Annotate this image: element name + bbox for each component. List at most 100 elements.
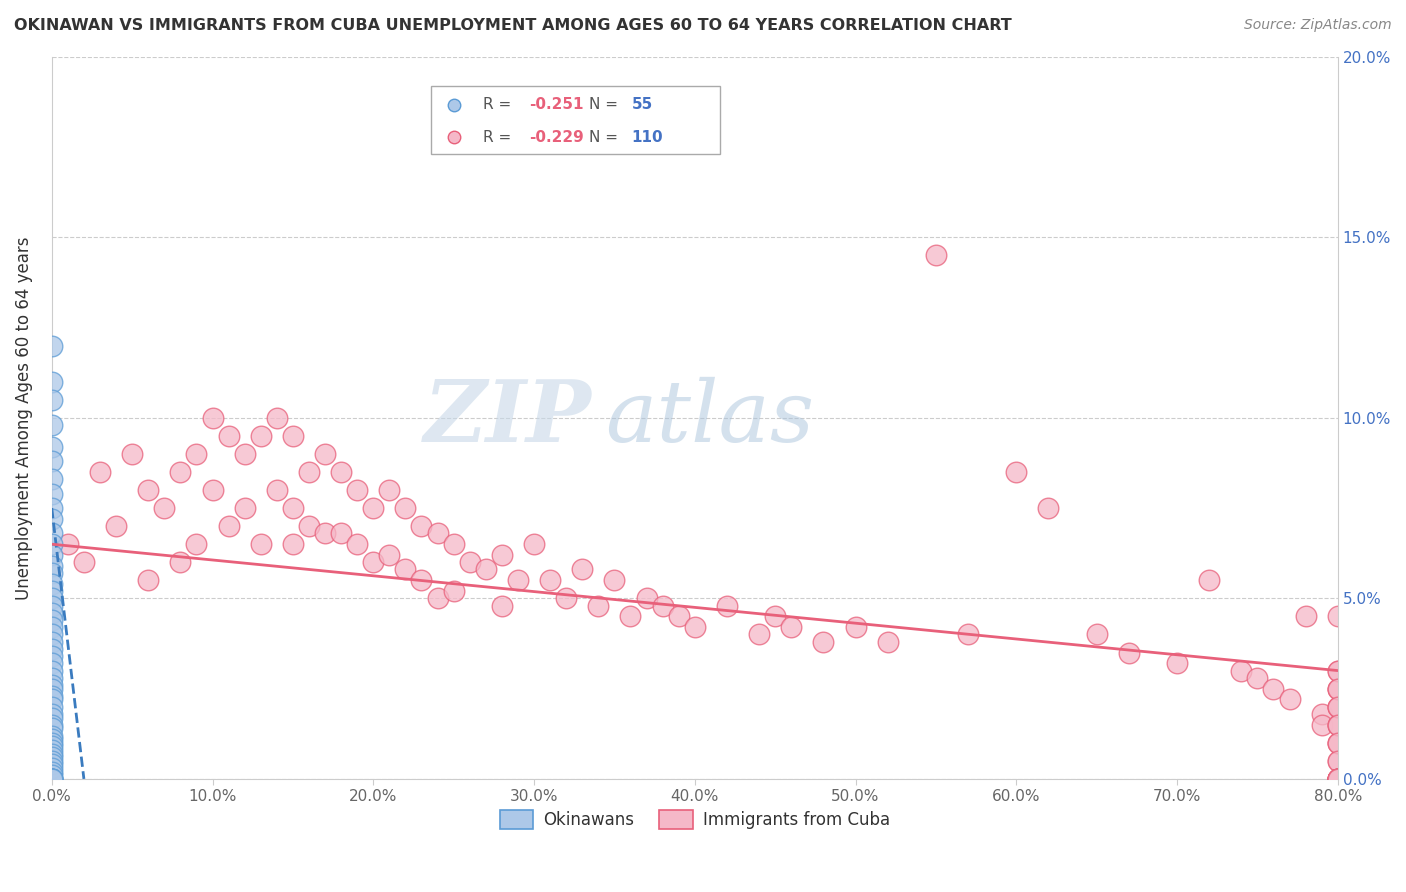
- Point: [41, 537, 63, 551]
- Point: [41, 729, 63, 743]
- Point: [249, 537, 271, 551]
- Point: [314, 447, 336, 461]
- Point: [41, 338, 63, 352]
- Point: [41, 620, 63, 634]
- Point: [41, 710, 63, 724]
- Point: [249, 429, 271, 443]
- Point: [378, 483, 401, 497]
- Point: [41, 526, 63, 541]
- Point: [136, 483, 159, 497]
- Point: [411, 574, 433, 588]
- Point: [571, 562, 593, 576]
- Point: [169, 555, 191, 569]
- Point: [426, 591, 449, 606]
- Point: [1326, 699, 1348, 714]
- Point: [266, 483, 288, 497]
- Point: [41, 627, 63, 641]
- Point: [1326, 772, 1348, 786]
- Point: [1310, 706, 1333, 721]
- Point: [41, 743, 63, 757]
- Point: [41, 566, 63, 580]
- Point: [136, 574, 159, 588]
- Point: [668, 609, 690, 624]
- Point: [41, 472, 63, 486]
- Point: [41, 739, 63, 754]
- Point: [1326, 772, 1348, 786]
- Point: [1326, 772, 1348, 786]
- Point: [41, 454, 63, 468]
- Point: [105, 519, 128, 533]
- Point: [394, 501, 416, 516]
- Point: [266, 410, 288, 425]
- Point: [1326, 736, 1348, 750]
- Text: OKINAWAN VS IMMIGRANTS FROM CUBA UNEMPLOYMENT AMONG AGES 60 TO 64 YEARS CORRELAT: OKINAWAN VS IMMIGRANTS FROM CUBA UNEMPLO…: [14, 18, 1012, 33]
- Y-axis label: Unemployment Among Ages 60 to 64 years: Unemployment Among Ages 60 to 64 years: [15, 236, 32, 599]
- Point: [491, 548, 513, 562]
- Point: [41, 664, 63, 678]
- Point: [41, 772, 63, 786]
- Point: [475, 562, 498, 576]
- Point: [1326, 699, 1348, 714]
- Point: [1038, 501, 1060, 516]
- Point: [1198, 574, 1220, 588]
- Point: [1326, 754, 1348, 768]
- Point: [233, 447, 256, 461]
- Point: [1326, 772, 1348, 786]
- Point: [201, 410, 224, 425]
- Point: [121, 447, 143, 461]
- Point: [41, 671, 63, 685]
- Point: [716, 599, 738, 613]
- Point: [1326, 772, 1348, 786]
- Point: [748, 627, 770, 641]
- Point: [41, 736, 63, 750]
- Text: ZIP: ZIP: [425, 376, 592, 459]
- Text: atlas: atlas: [605, 376, 814, 459]
- Point: [41, 375, 63, 389]
- Point: [281, 429, 304, 443]
- Point: [346, 537, 368, 551]
- Point: [41, 599, 63, 613]
- Point: [1326, 736, 1348, 750]
- Point: [41, 558, 63, 573]
- Point: [1326, 664, 1348, 678]
- Point: [957, 627, 980, 641]
- Point: [1326, 717, 1348, 731]
- Point: [1326, 772, 1348, 786]
- Point: [1326, 681, 1348, 696]
- Point: [925, 248, 948, 262]
- Point: [314, 526, 336, 541]
- Point: [169, 465, 191, 479]
- Point: [1326, 772, 1348, 786]
- Text: -0.229: -0.229: [529, 129, 583, 145]
- Point: [491, 599, 513, 613]
- Point: [330, 465, 353, 479]
- Point: [1326, 681, 1348, 696]
- Point: [41, 757, 63, 772]
- Point: [1166, 657, 1188, 671]
- Text: R =: R =: [482, 97, 516, 112]
- Point: [41, 613, 63, 627]
- Point: [378, 548, 401, 562]
- Point: [1326, 772, 1348, 786]
- Text: R =: R =: [482, 129, 516, 145]
- Point: [1326, 717, 1348, 731]
- Point: [298, 519, 321, 533]
- Point: [56, 537, 79, 551]
- Point: [41, 750, 63, 764]
- Point: [1326, 772, 1348, 786]
- Point: [41, 641, 63, 656]
- Point: [1118, 646, 1140, 660]
- Point: [41, 754, 63, 768]
- Point: [411, 519, 433, 533]
- Point: [1310, 717, 1333, 731]
- Text: 55: 55: [631, 97, 652, 112]
- Point: [361, 501, 384, 516]
- Point: [844, 620, 866, 634]
- Point: [1326, 772, 1348, 786]
- Point: [41, 706, 63, 721]
- Point: [619, 609, 641, 624]
- Point: [330, 526, 353, 541]
- Point: [41, 732, 63, 747]
- Point: [89, 465, 111, 479]
- Point: [763, 609, 786, 624]
